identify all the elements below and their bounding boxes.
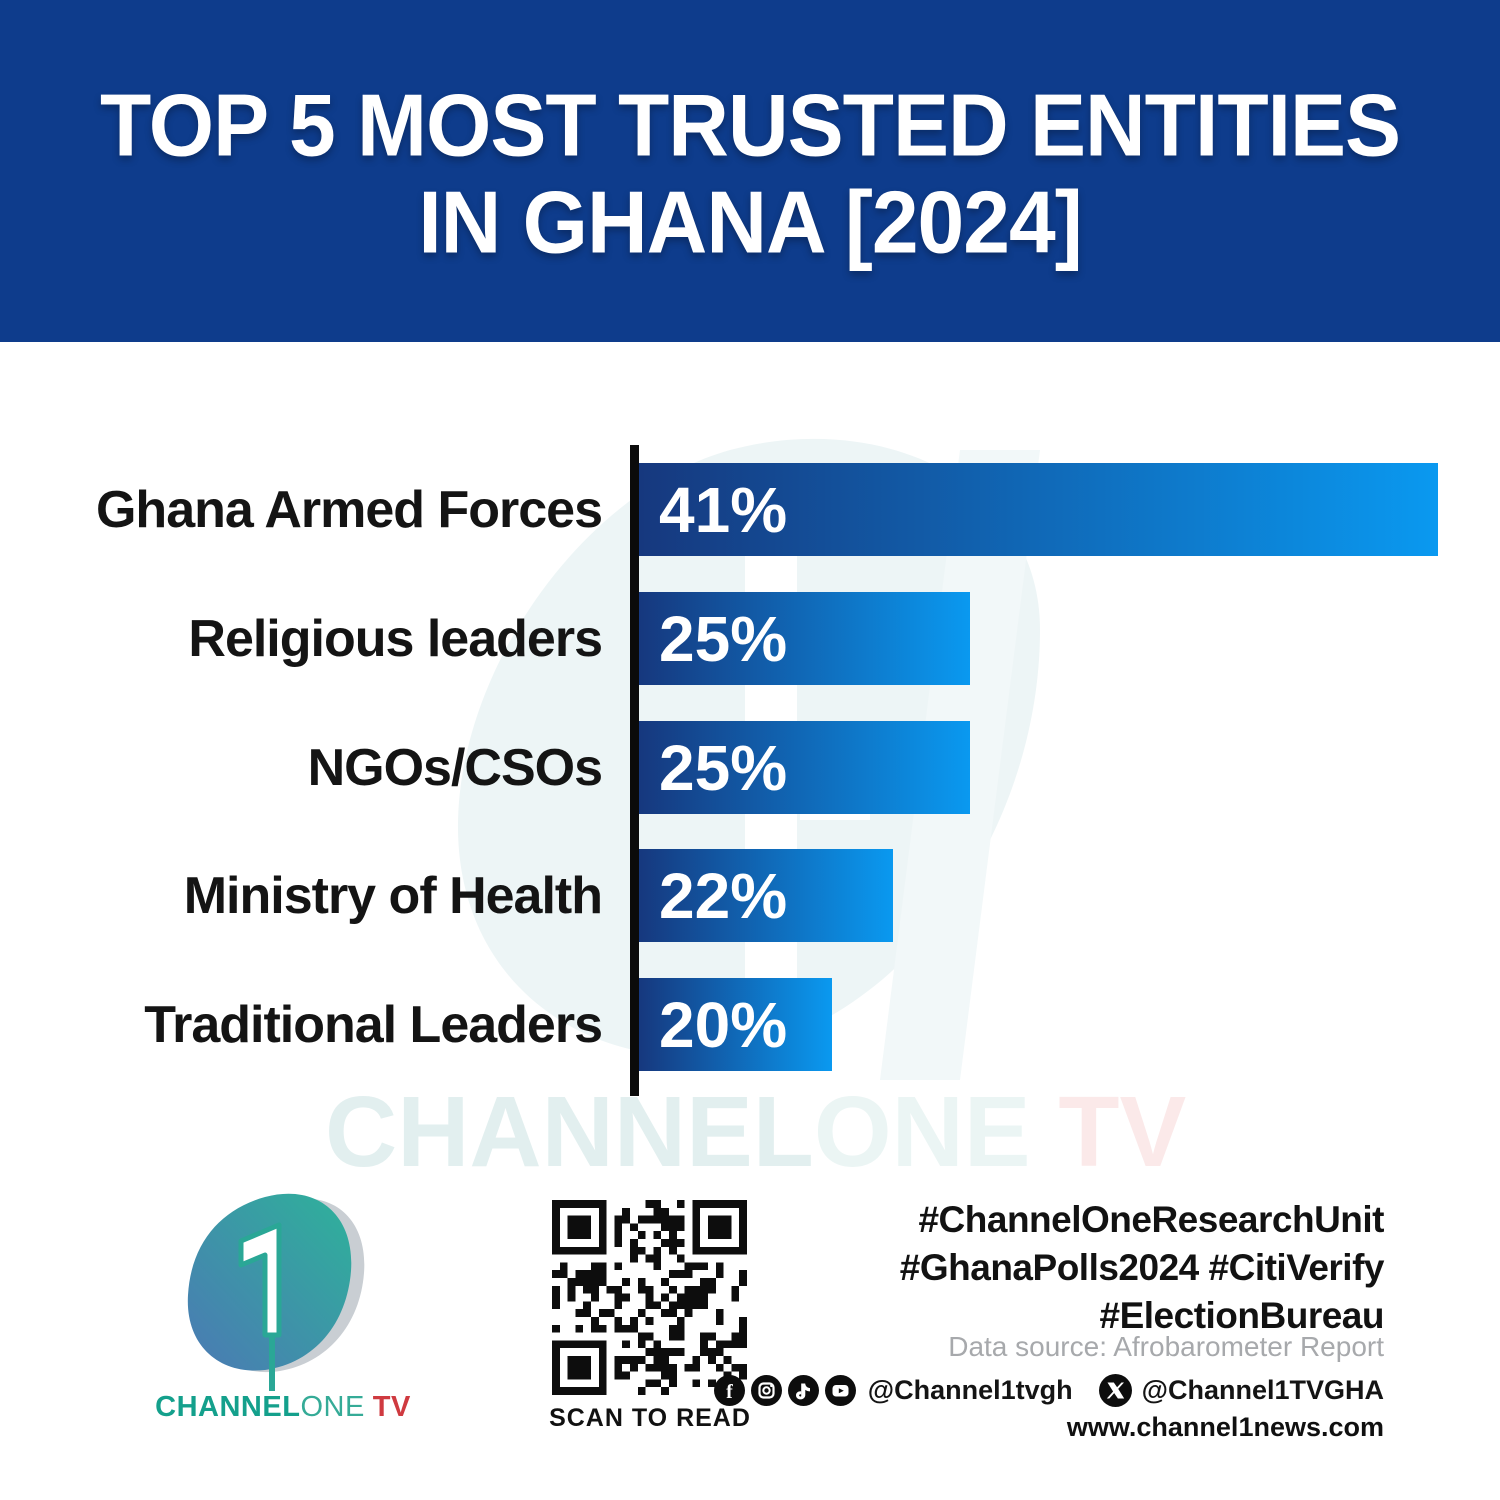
website-url: www.channel1news.com — [1066, 1412, 1384, 1442]
qr-caption: SCAN TO READ — [549, 1404, 751, 1432]
logo-one-descender — [269, 1335, 275, 1391]
bar-value: 22% — [659, 859, 788, 932]
page-title-line1: TOP 5 MOST TRUSTED ENTITIES — [99, 75, 1401, 175]
logo-one-glyph — [238, 1222, 282, 1338]
logo-caption-channel: CHANNEL — [155, 1391, 301, 1423]
youtube-icon — [824, 1374, 856, 1406]
header-banner: TOP 5 MOST TRUSTED ENTITIES IN GHANA [20… — [0, 0, 1500, 342]
watermark-channel: CHANNEL — [325, 1076, 814, 1188]
watermark-one: ONE — [813, 1076, 1031, 1188]
hashtag-line-3: #ElectionBureau — [1099, 1295, 1385, 1336]
social-handle-main: @Channel1tvgh — [867, 1374, 1073, 1405]
logo-caption: CHANNELONE TV — [143, 1391, 423, 1424]
svg-text:f: f — [726, 1381, 733, 1403]
bar: 41% — [639, 463, 1438, 556]
bar: 25% — [639, 592, 970, 685]
bar-label: Ghana Armed Forces — [95, 480, 603, 539]
social-handle-x: @Channel1TVGHA — [1141, 1374, 1384, 1405]
hashtags-block: #ChannelOneResearchUnit #GhanaPolls2024 … — [700, 1196, 1385, 1340]
bar: 22% — [639, 849, 893, 942]
bar-value: 25% — [659, 731, 788, 804]
bar: 25% — [639, 721, 970, 814]
bar-row-ministry-of-health: Ministry of Health 22% — [0, 849, 1500, 942]
x-twitter-icon — [1098, 1373, 1132, 1407]
bar-row-ngos-csos: NGOs/CSOs 25% — [0, 721, 1500, 814]
bar-row-ghana-armed-forces: Ghana Armed Forces 41% — [0, 463, 1500, 556]
bar-label: Ministry of Health — [183, 866, 603, 925]
bar-label: Traditional Leaders — [144, 995, 603, 1054]
bar-value: 41% — [659, 473, 788, 546]
hashtag-line-2: #GhanaPolls2024 #CitiVerify — [899, 1247, 1385, 1288]
chart-axis-line — [630, 445, 639, 1096]
bar-row-traditional-leaders: Traditional Leaders 20% — [0, 978, 1500, 1071]
bar-label: NGOs/CSOs — [307, 738, 603, 797]
logo-caption-tv: TV — [372, 1391, 411, 1423]
instagram-icon — [750, 1374, 782, 1406]
bar-label: Religious leaders — [188, 609, 603, 668]
logo-caption-one: ONE — [300, 1391, 365, 1423]
channel-one-tv-logo — [187, 1193, 365, 1391]
bar-value: 20% — [659, 988, 788, 1061]
social-row: f @Channel1tvgh @Channel1TVGHA — [600, 1372, 1384, 1408]
hashtag-line-1: #ChannelOneResearchUnit — [918, 1199, 1384, 1240]
page-title-line2: IN GHANA [2024] — [418, 172, 1082, 272]
bar: 20% — [639, 978, 832, 1071]
data-source-text: Data source: Afrobarometer Report — [948, 1331, 1384, 1362]
bar-value: 25% — [659, 602, 788, 675]
channel-one-watermark-text: CHANNELONE TV — [325, 1082, 1186, 1182]
watermark-tv: TV — [1030, 1076, 1187, 1188]
tiktok-icon — [787, 1374, 819, 1406]
bar-row-religious-leaders: Religious leaders 25% — [0, 592, 1500, 685]
facebook-icon: f — [713, 1374, 745, 1406]
qr-code — [552, 1200, 747, 1395]
